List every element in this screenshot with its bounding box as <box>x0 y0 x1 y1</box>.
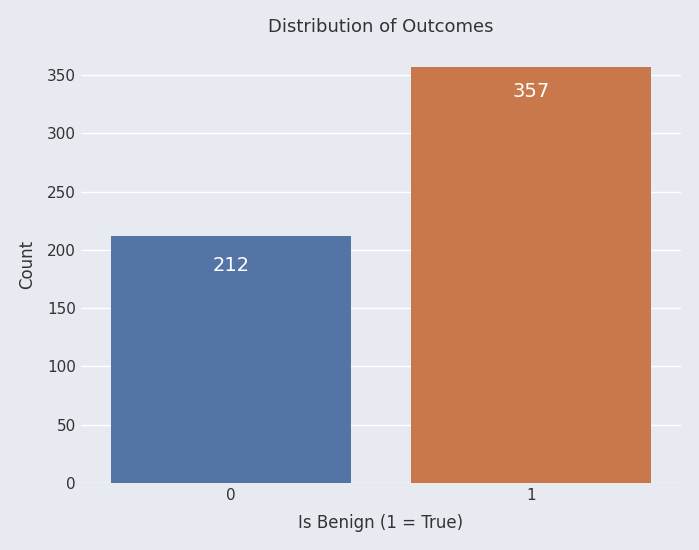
Text: 357: 357 <box>512 82 549 101</box>
Y-axis label: Count: Count <box>18 240 36 289</box>
Text: 212: 212 <box>212 256 250 275</box>
Title: Distribution of Outcomes: Distribution of Outcomes <box>268 18 493 36</box>
Bar <box>411 67 651 483</box>
X-axis label: Is Benign (1 = True): Is Benign (1 = True) <box>298 514 463 532</box>
Bar <box>111 236 351 483</box>
